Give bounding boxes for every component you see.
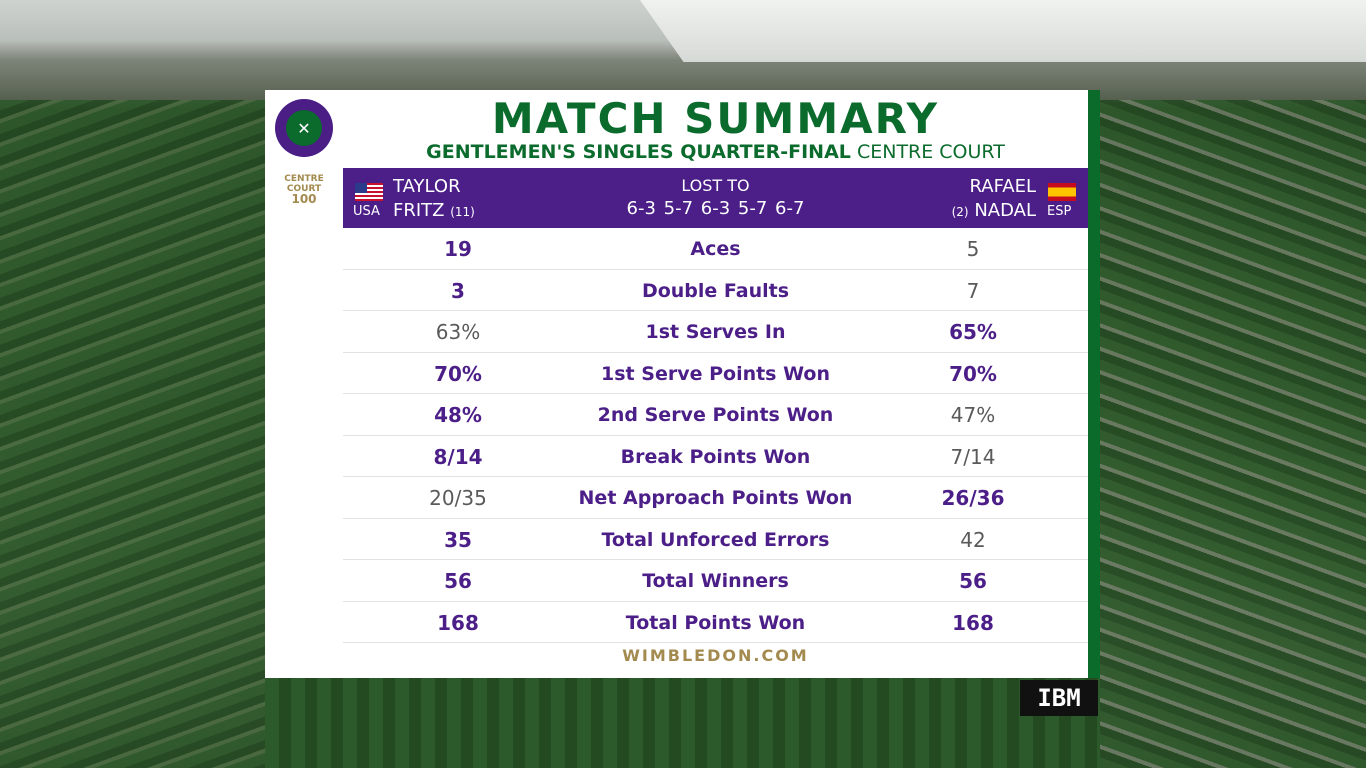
stand-bottom (265, 678, 1100, 768)
stat-row: 3 Double Faults 7 (343, 271, 1088, 311)
stats-table: 19 Aces 5 3 Double Faults 7 63% 1st Serves In… (343, 230, 1088, 645)
stat-label: Total Winners (642, 570, 789, 592)
stand-right (1100, 100, 1366, 768)
match-score: 6-3 5-7 6-3 5-7 6-7 (626, 198, 805, 219)
player1-seed: (11) (450, 205, 475, 219)
player2-stat: 42 (960, 527, 986, 552)
player1-stat: 3 (451, 278, 465, 303)
player1-last-name: FRITZ (11) (393, 200, 475, 221)
summary-main: MATCH SUMMARY GENTLEMEN'S SINGLES QUARTE… (343, 90, 1088, 678)
stat-row: 63% 1st Serves In 65% (343, 313, 1088, 353)
player1-country: USA (353, 204, 380, 219)
stat-label: Break Points Won (620, 445, 811, 468)
cc-line1: CENTRE (284, 174, 324, 184)
player2-stat: 70% (949, 361, 997, 386)
player1-surname: FRITZ (393, 200, 445, 221)
player2-stat: 7/14 (950, 444, 996, 469)
wimbledon-logo: ✕ (275, 99, 333, 157)
stat-label: Total Unforced Errors (601, 528, 830, 551)
player2-stat: 56 (959, 569, 987, 593)
court-name: CENTRE COURT (856, 141, 1005, 163)
stat-row: 56 Total Winners 56 (343, 562, 1088, 602)
players-header: USA TAYLOR FRITZ (11) LOST TO 6-3 5-7 6-… (343, 168, 1088, 228)
logo-sidebar: ✕ CENTRE COURT 100 (265, 90, 343, 678)
stat-row: 8/14 Break Points Won 7/14 (343, 437, 1088, 477)
stat-label: Total Points Won (625, 611, 806, 634)
player1-stat: 168 (437, 610, 479, 635)
player2-stat: 65% (949, 320, 997, 344)
stat-label: Double Faults (641, 279, 790, 302)
event-name: GENTLEMEN'S SINGLES QUARTER-FINAL (426, 141, 851, 163)
player1-stat: 19 (444, 237, 472, 261)
player2-stat: 47% (950, 403, 996, 427)
stat-label: 2nd Serve Points Won (597, 404, 834, 426)
player1-stat: 35 (444, 527, 472, 552)
stat-row: 168 Total Points Won 168 (343, 603, 1088, 643)
stat-row: 20/35 Net Approach Points Won 26/36 (343, 479, 1088, 519)
stand-left (0, 100, 265, 768)
player1-stat: 70% (434, 361, 482, 386)
cc-number: 100 (291, 192, 317, 206)
crossed-rackets-icon: ✕ (286, 110, 322, 146)
centre-court-100-logo: CENTRE COURT 100 (275, 174, 333, 206)
green-accent-bar (1088, 90, 1100, 678)
spain-flag-icon (1048, 183, 1076, 201)
stadium-roof (640, 0, 1366, 62)
stat-label: Net Approach Points Won (578, 487, 853, 509)
player2-stat: 7 (966, 278, 980, 303)
subtitle: GENTLEMEN'S SINGLES QUARTER-FINAL CENTRE… (343, 140, 1088, 164)
stat-label: Aces (690, 238, 741, 260)
website-link: WIMBLEDON.COM (622, 646, 809, 665)
player1-stat: 63% (435, 320, 481, 344)
player2-stat: 26/36 (941, 486, 1005, 510)
match-summary-card: ✕ CENTRE COURT 100 MATCH SUMMARY GENTLEM… (265, 90, 1088, 678)
stat-row: 48% 2nd Serve Points Won 47% (343, 396, 1088, 436)
player1-first-name: TAYLOR (393, 176, 461, 197)
result-label: LOST TO (681, 176, 750, 195)
stat-row: 19 Aces 5 (343, 230, 1088, 270)
player2-stat: 5 (966, 237, 980, 261)
stat-row: 70% 1st Serve Points Won 70% (343, 354, 1088, 394)
usa-flag-icon (355, 183, 383, 201)
player1-stat: 48% (434, 403, 482, 427)
player1-stat: 20/35 (429, 486, 487, 510)
player2-stat: 168 (952, 610, 994, 635)
ibm-logo: IBM (1020, 680, 1098, 716)
player1-stat: 56 (444, 569, 472, 593)
stat-row: 35 Total Unforced Errors 42 (343, 520, 1088, 560)
stat-label: 1st Serves In (645, 321, 786, 343)
player2-first-name: RAFAEL (969, 176, 1036, 197)
player2-seed: (2) (951, 205, 969, 219)
player2-surname: NADAL (974, 200, 1036, 221)
cc-line2: COURT (286, 184, 322, 194)
page-title: MATCH SUMMARY (491, 94, 940, 143)
player2-last-name: (2) NADAL (952, 200, 1036, 221)
stat-label: 1st Serve Points Won (601, 362, 830, 385)
player1-stat: 8/14 (433, 444, 483, 469)
player2-country: ESP (1047, 204, 1072, 219)
